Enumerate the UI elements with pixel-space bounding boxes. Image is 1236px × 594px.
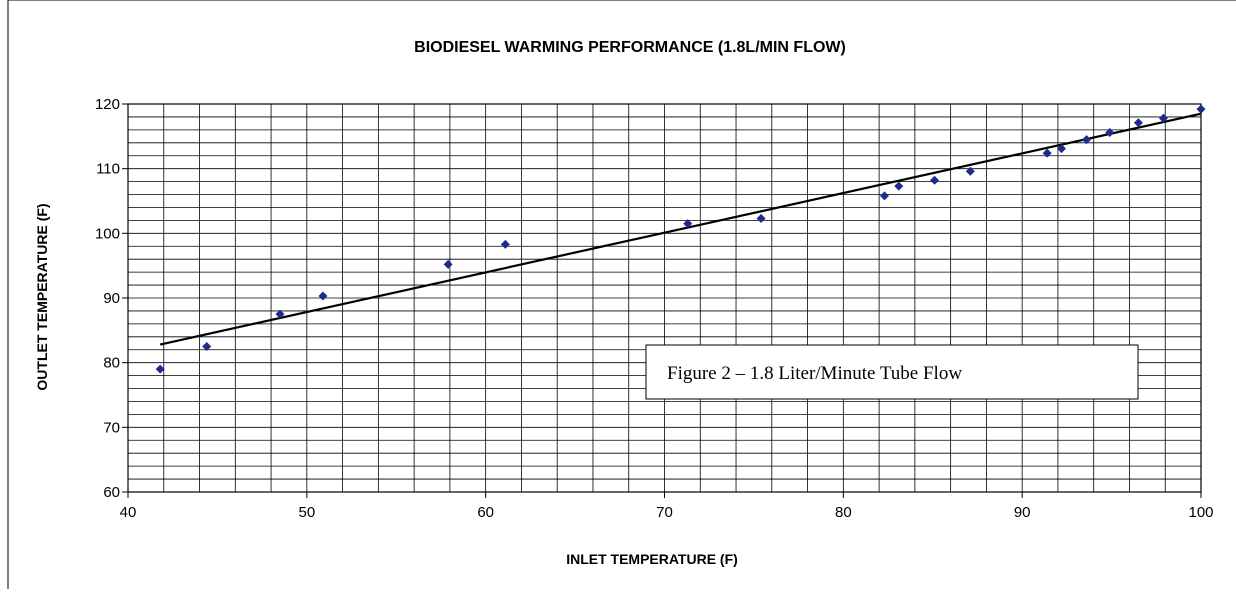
data-point [1042,148,1052,158]
y-tick-label: 100 [95,225,120,242]
y-tick-label: 120 [95,96,120,113]
y-tick-labels: 60 70 80 90 100 110 120 [95,96,120,501]
annotation-text: Figure 2 – 1.8 Liter/Minute Tube Flow [667,363,962,384]
x-tick-label: 100 [1188,504,1213,521]
y-tick-label: 80 [103,355,120,372]
data-point [756,213,766,223]
data-point [1057,144,1067,154]
y-tick-label: 60 [103,484,120,501]
x-tick-label: 40 [120,504,137,521]
trendline [159,112,1202,346]
data-point [318,291,328,301]
data-point [1105,127,1115,137]
data-point [879,191,889,201]
trendline-layer [159,112,1202,346]
y-tick-label: 90 [103,290,120,307]
x-tick-label: 50 [298,504,315,521]
x-tick-label: 70 [656,504,673,521]
y-tick-label: 70 [103,419,120,436]
data-point [1158,113,1168,123]
data-point [1082,135,1092,145]
data-point [965,166,975,176]
axes [122,103,1202,498]
data-point [155,364,165,374]
data-point [202,342,212,351]
y-axis-label: OUTLET TEMPERATURE (F) [34,203,50,390]
x-axis-label: INLET TEMPERATURE (F) [566,551,738,567]
x-tick-labels: 40 50 60 70 80 90 100 [120,504,1214,521]
x-tick-label: 90 [1014,504,1031,521]
data-point [500,239,510,249]
data-point [683,219,693,229]
annotation-box: Figure 2 – 1.8 Liter/Minute Tube Flow [645,344,1139,400]
data-point [443,259,453,269]
data-point [275,309,285,319]
data-point [1133,118,1143,128]
x-tick-label: 60 [477,504,494,521]
x-tick-label: 80 [835,504,852,521]
data-point [894,181,904,191]
grid [127,103,1202,493]
y-tick-label: 110 [96,161,120,178]
data-point [930,175,940,185]
annotation-frame [645,344,1139,400]
data-points [155,104,1206,374]
data-point [1196,104,1206,114]
chart-title: BIODIESEL WARMING PERFORMANCE (1.8L/MIN … [414,39,846,56]
